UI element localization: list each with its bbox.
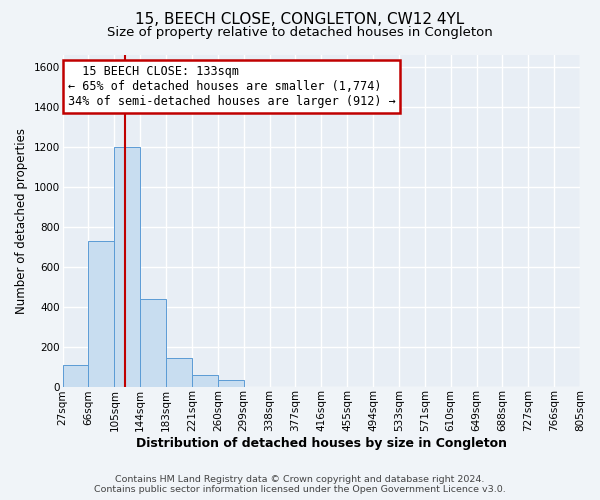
Bar bbox=[218, 380, 244, 386]
Bar bbox=[115, 147, 140, 386]
Y-axis label: Number of detached properties: Number of detached properties bbox=[15, 128, 28, 314]
Text: Contains HM Land Registry data © Crown copyright and database right 2024.
Contai: Contains HM Land Registry data © Crown c… bbox=[94, 474, 506, 494]
Text: 15 BEECH CLOSE: 133sqm
← 65% of detached houses are smaller (1,774)
34% of semi-: 15 BEECH CLOSE: 133sqm ← 65% of detached… bbox=[68, 65, 395, 108]
Bar bbox=[62, 364, 88, 386]
Bar bbox=[88, 240, 115, 386]
Text: 15, BEECH CLOSE, CONGLETON, CW12 4YL: 15, BEECH CLOSE, CONGLETON, CW12 4YL bbox=[136, 12, 464, 28]
Bar bbox=[192, 374, 218, 386]
X-axis label: Distribution of detached houses by size in Congleton: Distribution of detached houses by size … bbox=[136, 437, 507, 450]
Bar bbox=[140, 298, 166, 386]
Text: Size of property relative to detached houses in Congleton: Size of property relative to detached ho… bbox=[107, 26, 493, 39]
Bar bbox=[166, 358, 192, 386]
